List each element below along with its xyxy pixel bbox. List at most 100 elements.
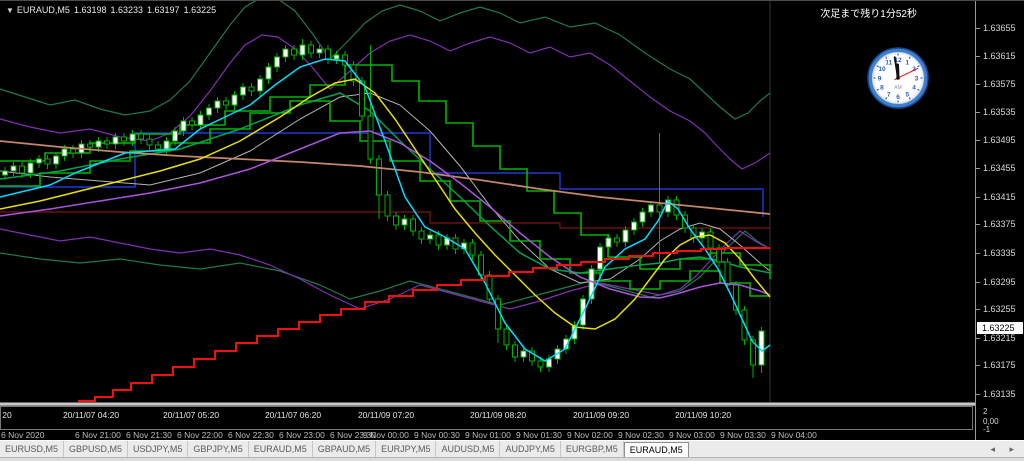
main-chart[interactable]: ▼ EURAUD,M5 1.63198 1.63233 1.63197 1.63225 次… bbox=[0, 1, 975, 402]
tab-eurgbp-m5[interactable]: EURGBP,M5 bbox=[561, 441, 624, 457]
price-axis-label: 1.63375 bbox=[983, 219, 1016, 229]
symbol-label: EURAUD,M5 bbox=[16, 5, 70, 15]
clock-tick bbox=[915, 61, 917, 63]
tab-eurjpy-m5[interactable]: EURJPY,M5 bbox=[376, 441, 437, 457]
price-axis-label: 1.63215 bbox=[983, 333, 1016, 343]
clock-center-dot bbox=[896, 76, 900, 80]
clock-tick bbox=[915, 93, 917, 95]
price-axis-tick bbox=[976, 28, 980, 29]
clock-tick bbox=[877, 91, 880, 93]
price-axis-tick bbox=[976, 309, 980, 310]
price-axis-label: 1.63615 bbox=[983, 51, 1016, 61]
indicator-line-darkgreen-upper-band bbox=[0, 1, 771, 120]
time-axis-label: 6 Nov 23:00 bbox=[279, 430, 325, 440]
clock-numeral: 9 bbox=[878, 75, 882, 82]
candlesticks bbox=[2, 39, 765, 378]
subwindow-scale-label: 2 bbox=[983, 407, 988, 416]
clock-tick bbox=[876, 88, 879, 91]
tab-audjpy-m5[interactable]: AUDJPY,M5 bbox=[500, 441, 561, 457]
clock-tick bbox=[881, 59, 883, 61]
price-axis-label: 1.63255 bbox=[983, 304, 1016, 314]
clock-tick bbox=[883, 96, 885, 99]
price-axis-tick bbox=[976, 365, 980, 366]
low-value: 1.63197 bbox=[147, 5, 180, 15]
tab-euraud-m5[interactable]: EURAUD,M5 bbox=[623, 442, 689, 457]
tab-audusd-m5[interactable]: AUDUSD,M5 bbox=[436, 441, 501, 457]
time-axis-label: 9 Nov 01:30 bbox=[516, 430, 562, 440]
overlay-timestamp: 20/11/07 04:20 bbox=[62, 410, 120, 420]
price-axis-label: 1.63495 bbox=[983, 135, 1016, 145]
overlay-timestamp: 20/11/09 10:20 bbox=[674, 410, 732, 420]
time-axis-label: 9 Nov 01:00 bbox=[465, 430, 511, 440]
clock-tick bbox=[876, 65, 879, 68]
time-axis-label: 9 Nov 04:00 bbox=[771, 430, 817, 440]
clock-tick bbox=[911, 96, 913, 99]
candlestick-chart-canvas bbox=[0, 1, 771, 402]
tab-eurusd-m5[interactable]: EURUSD,M5 bbox=[0, 441, 65, 457]
clock-tick bbox=[879, 61, 881, 63]
indicator-line-silver-band bbox=[0, 92, 771, 284]
time-axis[interactable]: 6 Nov 2020 6 Nov 21:00 6 Nov 21:30 6 Nov 22… bbox=[0, 430, 1024, 440]
price-axis-tick bbox=[976, 84, 980, 85]
price-axis-tick bbox=[976, 253, 980, 254]
clock-numeral: 11 bbox=[885, 59, 892, 66]
time-axis-label: 9 Nov 00:30 bbox=[414, 430, 460, 440]
price-axis-tick bbox=[976, 224, 980, 225]
open-value: 1.63198 bbox=[73, 5, 107, 15]
tab-gbpusd-m5[interactable]: GBPUSD,M5 bbox=[64, 441, 129, 457]
overlay-timestamp: 20/11/09 09:20 bbox=[572, 410, 630, 420]
time-axis-label: 9 Nov 02:30 bbox=[618, 430, 664, 440]
clock-tick bbox=[885, 97, 888, 100]
tab-euraud-m5[interactable]: EURAUD,M5 bbox=[249, 441, 313, 457]
clock-numeral: 6 bbox=[896, 94, 900, 101]
clock-numeral: 7 bbox=[887, 91, 891, 98]
indicator-line-navy-step bbox=[0, 132, 764, 217]
price-axis[interactable]: 1.63655 1.63615 1.63575 1.63535 1.63495 1.634… bbox=[975, 1, 1024, 440]
price-axis-tick bbox=[976, 282, 980, 283]
price-axis-label: 1.63455 bbox=[983, 163, 1016, 173]
clock-tick bbox=[881, 95, 883, 97]
clock-tick bbox=[916, 63, 919, 65]
window-splitter[interactable] bbox=[0, 402, 975, 406]
indicator-line-yellow-ma bbox=[0, 78, 771, 330]
tab-gbpjpy-m5[interactable]: GBPJPY,M5 bbox=[188, 441, 249, 457]
indicator-line-red-step-ma bbox=[78, 247, 770, 402]
indicator-subwindow[interactable]: 20 20/11/07 04:20 20/11/07 05:20 20/11/07 0… bbox=[0, 406, 973, 430]
symbol-dropdown-icon[interactable]: ▼ bbox=[6, 6, 14, 15]
candle-countdown-label: 次足まで残り1分52秒 bbox=[820, 9, 917, 20]
overlay-timestamp: 20/11/09 07:20 bbox=[357, 410, 415, 420]
time-axis-label: 9 Nov 03:00 bbox=[669, 430, 715, 440]
clock-numeral: 4 bbox=[912, 85, 916, 92]
tab-gbpaud-m5[interactable]: GBPAUD,M5 bbox=[313, 441, 377, 457]
price-axis-label: 1.63655 bbox=[983, 23, 1016, 33]
tab-scroll-arrows[interactable]: ◂ ▸ bbox=[990, 444, 1020, 454]
indicator-line-maroon-step bbox=[0, 211, 770, 229]
time-axis-label: 9 Nov 02:00 bbox=[567, 430, 613, 440]
subwindow-scale-label: 0,00 bbox=[983, 417, 999, 426]
price-axis-tick bbox=[976, 168, 980, 169]
time-axis-label: 6 Nov 21:30 bbox=[126, 430, 172, 440]
clock-tick bbox=[911, 57, 913, 60]
clock-numeral: 12 bbox=[894, 57, 902, 64]
clock-tick bbox=[885, 56, 888, 59]
ohlc-header: ▼ EURAUD,M5 1.63198 1.63233 1.63197 1.63225 bbox=[6, 5, 220, 15]
chart-tab-bar: EURUSD,M5 GBPUSD,M5 USDJPY,M5 GBPJPY,M5 EURA… bbox=[0, 440, 1024, 457]
clock-tick bbox=[908, 56, 911, 59]
time-axis-label: 9 Nov 00:00 bbox=[363, 430, 409, 440]
clock-numeral: 5 bbox=[905, 91, 909, 98]
time-axis-label: 6 Nov 22:30 bbox=[228, 430, 274, 440]
time-axis-label: 6 Nov 21:00 bbox=[75, 430, 121, 440]
time-axis-label: 6 Nov 22:00 bbox=[177, 430, 223, 440]
indicator-line-darkgreen-lower-band bbox=[0, 230, 771, 306]
indicator-line-tan-slow-ma bbox=[0, 140, 771, 215]
overlay-timestamp: 20 bbox=[2, 410, 12, 420]
clock-am-label: AM bbox=[894, 85, 902, 91]
indicator-line-lime-step-lower bbox=[0, 100, 770, 297]
clock-tick bbox=[913, 59, 915, 61]
tab-usdjpy-m5[interactable]: USDJPY,M5 bbox=[128, 441, 189, 457]
indicator-line-cyan-fast-ma bbox=[0, 58, 771, 362]
price-axis-tick bbox=[976, 338, 980, 339]
clock-tick bbox=[917, 65, 920, 68]
